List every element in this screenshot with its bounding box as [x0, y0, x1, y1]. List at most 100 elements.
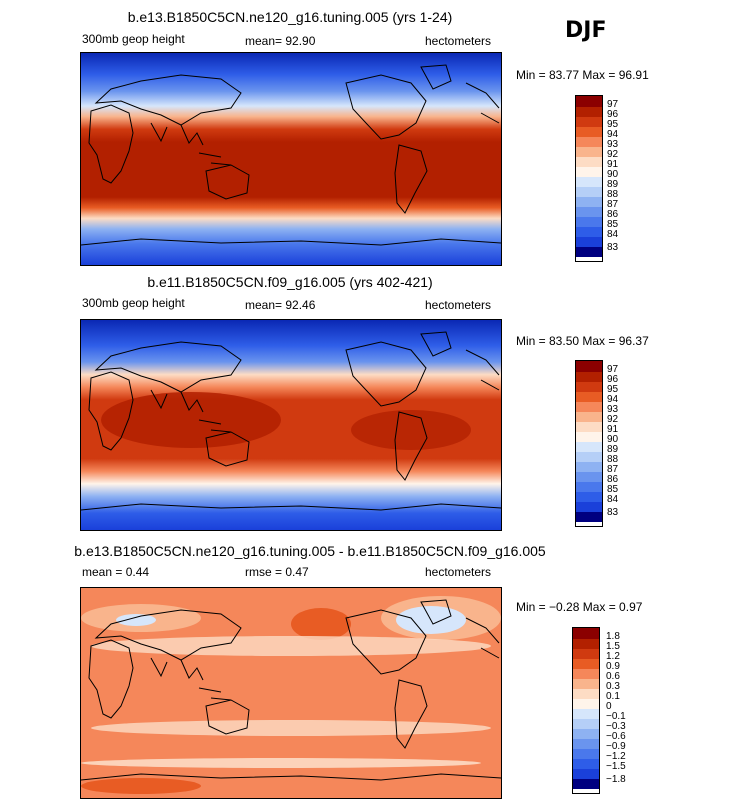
colorbar-label: 92	[607, 149, 619, 160]
colorbar-swatch	[576, 422, 602, 432]
colorbar-label: −1.8	[606, 774, 626, 785]
colorbar-label: −0.1	[606, 711, 626, 722]
colorbar-swatch	[576, 227, 602, 237]
panel-2-units-label: hectometers	[425, 298, 492, 312]
colorbar-swatch	[573, 699, 599, 709]
colorbar-swatch	[573, 709, 599, 719]
colorbar-label: 94	[607, 394, 619, 405]
colorbar-label: 84	[607, 229, 619, 240]
colorbar-label: 0	[606, 701, 612, 712]
colorbar-label: 91	[607, 159, 619, 170]
colorbar-label: 85	[607, 484, 619, 495]
colorbar-label: 0.9	[606, 661, 620, 672]
colorbar-label: 88	[607, 189, 619, 200]
colorbar-swatch	[573, 679, 599, 689]
panel-1-colorbar	[575, 95, 603, 262]
colorbar-swatch	[573, 769, 599, 779]
panel-2-colorbar	[575, 360, 603, 527]
colorbar-swatch	[576, 117, 602, 127]
colorbar-label: 90	[607, 169, 619, 180]
colorbar-swatch	[576, 512, 602, 522]
colorbar-swatch	[576, 452, 602, 462]
colorbar-swatch	[576, 96, 602, 107]
colorbar-swatch	[576, 197, 602, 207]
colorbar-swatch	[576, 372, 602, 382]
colorbar-label: 92	[607, 414, 619, 425]
colorbar-label: 97	[607, 99, 619, 110]
colorbar-swatch	[576, 127, 602, 137]
panel-2-mean-label: mean= 92.46	[245, 298, 316, 312]
colorbar-swatch	[576, 392, 602, 402]
season-label: DJF	[565, 18, 607, 43]
colorbar-label: 93	[607, 139, 619, 150]
colorbar-swatch	[576, 502, 602, 512]
panel-2-map-image	[81, 320, 501, 530]
colorbar-label: 91	[607, 424, 619, 435]
panel-3-title: b.e13.B1850C5CN.ne120_g16.tuning.005 - b…	[74, 543, 546, 559]
colorbar-label: 1.2	[606, 651, 620, 662]
panel-1-variable-label: 300mb geop height	[82, 32, 185, 46]
colorbar-swatch	[576, 157, 602, 167]
colorbar-label: 89	[607, 179, 619, 190]
panel-1-mean-label: mean= 92.90	[245, 34, 316, 48]
colorbar-label: 87	[607, 199, 619, 210]
panel-2-variable-label: 300mb geop height	[82, 296, 185, 310]
colorbar-swatch	[573, 779, 599, 789]
colorbar-label: 85	[607, 219, 619, 230]
colorbar-label: 89	[607, 444, 619, 455]
colorbar-swatch	[573, 739, 599, 749]
colorbar-label: −0.6	[606, 731, 626, 742]
colorbar-swatch	[576, 482, 602, 492]
colorbar-label: 84	[607, 494, 619, 505]
colorbar-label: 96	[607, 374, 619, 385]
colorbar-label: 90	[607, 434, 619, 445]
colorbar-swatch	[573, 628, 599, 639]
colorbar-swatch	[576, 147, 602, 157]
panel-3-units-label: hectometers	[425, 565, 492, 579]
colorbar-swatch	[576, 492, 602, 502]
colorbar-label: 87	[607, 464, 619, 475]
colorbar-swatch	[576, 361, 602, 372]
colorbar-swatch	[576, 167, 602, 177]
colorbar-swatch	[573, 639, 599, 649]
panel-2-min-max: Min = 83.50 Max = 96.37	[516, 334, 649, 348]
colorbar-label: 83	[607, 507, 619, 518]
colorbar-swatch	[573, 689, 599, 699]
colorbar-label: −0.3	[606, 721, 626, 732]
colorbar-label: 1.5	[606, 641, 620, 652]
colorbar-swatch	[576, 217, 602, 227]
panel-3-min-max: Min = −0.28 Max = 0.97	[516, 600, 643, 614]
colorbar-label: 95	[607, 119, 619, 130]
colorbar-label: 88	[607, 454, 619, 465]
colorbar-swatch	[576, 207, 602, 217]
panel-2-map	[80, 319, 502, 531]
panel-1-units-label: hectometers	[425, 34, 492, 48]
colorbar-swatch	[576, 412, 602, 422]
colorbar-label: 83	[607, 242, 619, 253]
colorbar-swatch	[573, 669, 599, 679]
colorbar-swatch	[576, 107, 602, 117]
panel-2-title: b.e11.B1850C5CN.f09_g16.005 (yrs 402-421…	[147, 274, 433, 290]
colorbar-swatch	[573, 719, 599, 729]
colorbar-label: 96	[607, 109, 619, 120]
colorbar-swatch	[576, 402, 602, 412]
colorbar-label: 0.1	[606, 691, 620, 702]
colorbar-label: 1.8	[606, 631, 620, 642]
colorbar-label: 0.3	[606, 681, 620, 692]
colorbar-swatch	[576, 472, 602, 482]
colorbar-label: 0.6	[606, 671, 620, 682]
panel-1-map	[80, 52, 502, 266]
colorbar-label: 94	[607, 129, 619, 140]
colorbar-swatch	[576, 237, 602, 247]
colorbar-label: −1.2	[606, 751, 626, 762]
colorbar-swatch	[573, 729, 599, 739]
colorbar-label: −1.5	[606, 761, 626, 772]
colorbar-swatch	[576, 247, 602, 257]
panel-3-colorbar	[572, 627, 600, 794]
colorbar-swatch	[573, 649, 599, 659]
panel-3-map	[80, 587, 502, 799]
panel-3-rmse-label: rmse = 0.47	[245, 565, 309, 579]
colorbar-swatch	[573, 749, 599, 759]
colorbar-label: −0.9	[606, 741, 626, 752]
panel-3-mean-label: mean = 0.44	[82, 565, 150, 579]
